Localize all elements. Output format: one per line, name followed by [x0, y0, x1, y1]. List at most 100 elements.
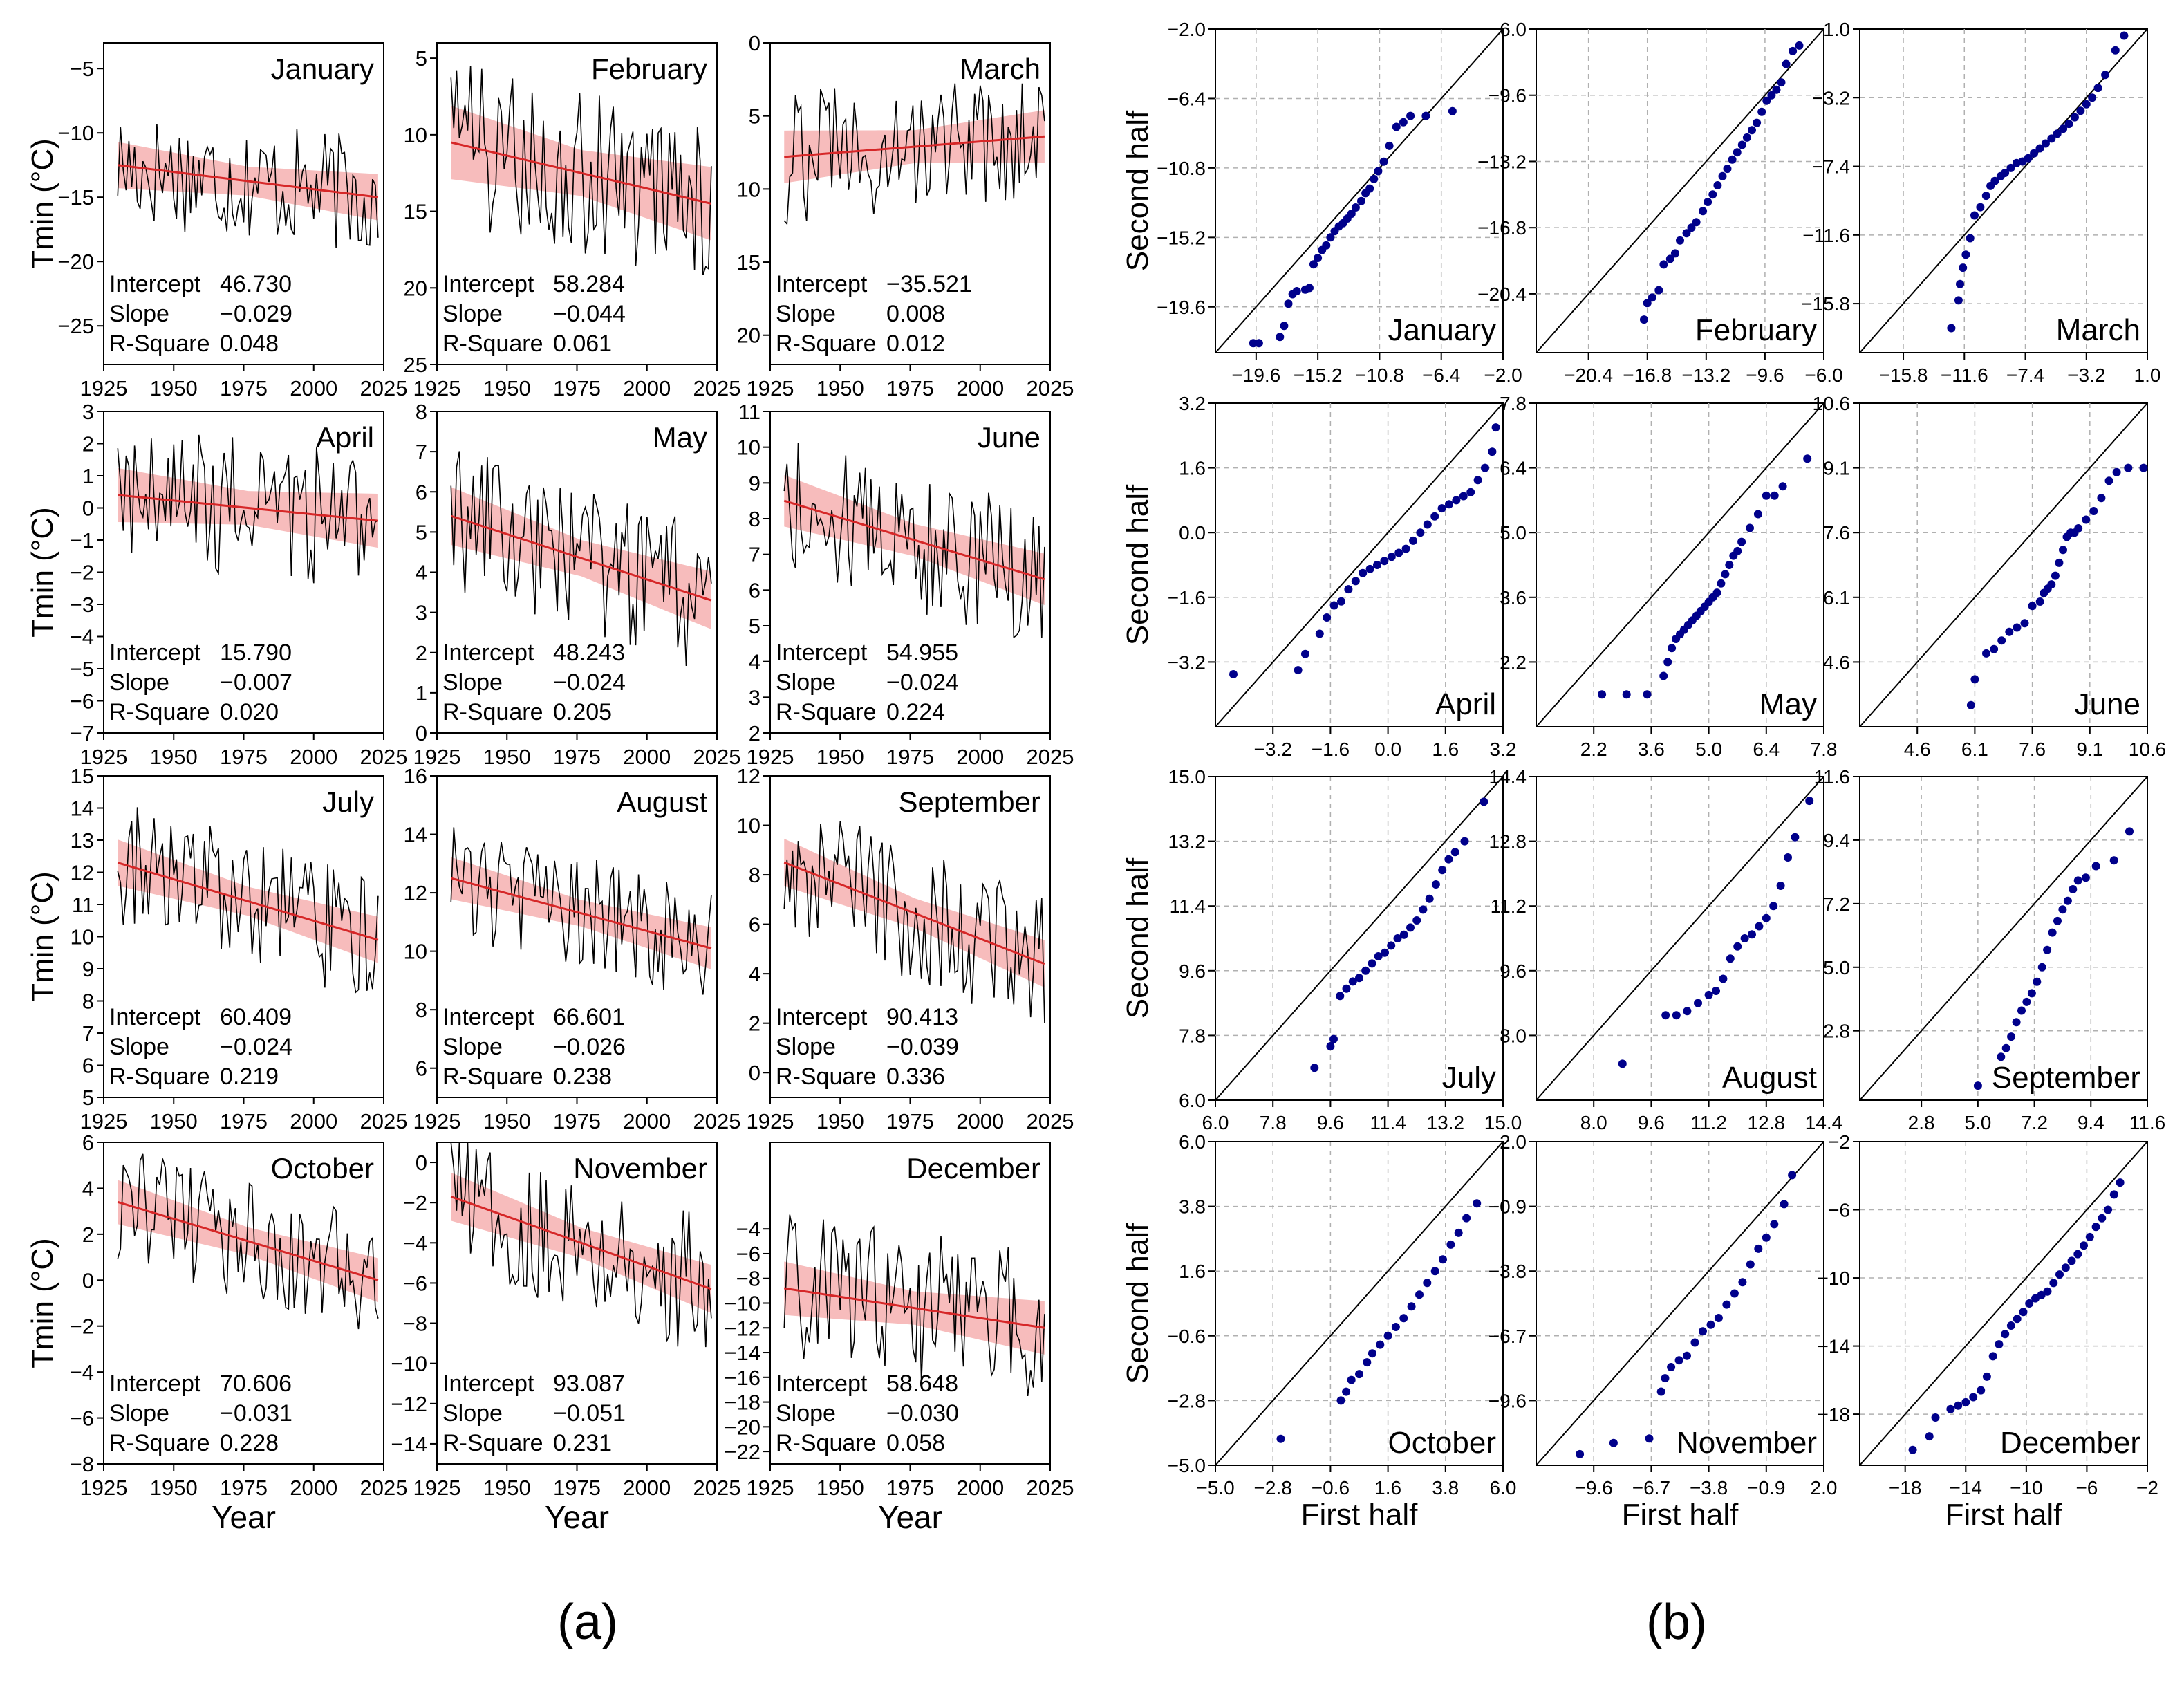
- y-axis-label: Second half: [1121, 857, 1155, 1019]
- qq-point: [1737, 537, 1746, 546]
- y-tick-label: 0: [416, 721, 427, 745]
- qq-point: [2059, 124, 2068, 133]
- y-tick-label: −11.6: [1802, 225, 1850, 246]
- y-tick-label: 2: [416, 641, 427, 665]
- y-tick-label: 7: [82, 1021, 94, 1046]
- x-tick-label: 7.8: [1811, 739, 1838, 760]
- qq-point: [1717, 579, 1726, 588]
- qq-point: [1977, 1386, 1986, 1395]
- x-tick-label: 1.6: [1432, 739, 1459, 760]
- stat-value: −0.024: [553, 669, 626, 696]
- y-tick-label: −0.6: [1168, 1326, 1206, 1347]
- qq-point: [2049, 1279, 2058, 1288]
- x-tick-label: 15.0: [1484, 1112, 1522, 1133]
- y-tick-label: 6.1: [1823, 587, 1850, 609]
- qq-point: [1699, 1327, 1707, 1336]
- x-tick-label: 1950: [150, 1109, 198, 1133]
- tmin-series-line: [783, 1214, 1045, 1396]
- x-tick-label: 1975: [553, 745, 601, 769]
- x-tick-label: −20.4: [1564, 364, 1613, 386]
- qq-point: [2006, 1321, 2015, 1330]
- x-tick-label: 2025: [1027, 1476, 1074, 1500]
- qq-point: [1444, 855, 1453, 864]
- qq-point: [2012, 1018, 2021, 1027]
- stat-label: R-Square: [776, 699, 877, 725]
- trend-line: [450, 514, 712, 602]
- qq-point: [1351, 577, 1360, 586]
- y-tick-label: 10: [404, 940, 427, 964]
- qq-point: [1723, 165, 1732, 174]
- qq-point: [1374, 952, 1383, 960]
- qq-point: [1423, 520, 1432, 529]
- y-tick-label: −6: [70, 689, 94, 714]
- qq-point: [1725, 561, 1734, 569]
- x-tick-label: 1.6: [1374, 1477, 1401, 1498]
- x-tick-label: 10.6: [2129, 739, 2167, 760]
- stat-value: 93.087: [553, 1371, 625, 1397]
- qq-point: [1387, 552, 1396, 561]
- y-tick-label: 10: [737, 177, 760, 201]
- qq-point: [1988, 1352, 1997, 1361]
- stat-value: 66.601: [553, 1004, 625, 1030]
- y-tick-label: 5: [82, 1086, 94, 1110]
- y-tick-label: 1: [416, 681, 427, 705]
- stat-value: 0.336: [886, 1064, 945, 1090]
- x-tick-label: −0.6: [1312, 1477, 1350, 1498]
- qq-point: [1976, 203, 1985, 212]
- x-tick-label: 1950: [816, 1476, 864, 1500]
- qq-point: [1294, 666, 1303, 675]
- x-tick-label: −3.2: [2067, 364, 2105, 386]
- ts-panel-july: 5 6 7 8 9 10 11 12 13 14 15 1925 1950 1975 2000 2025 Jul…: [71, 764, 408, 1133]
- y-tick-label: 12: [71, 861, 94, 885]
- y-tick-label: 4: [82, 1176, 94, 1200]
- trend-line: [784, 135, 1045, 158]
- qq-point: [2048, 928, 2057, 937]
- qq-point: [1795, 41, 1804, 50]
- month-title: August: [617, 786, 707, 818]
- y-tick-label: 1: [82, 464, 94, 488]
- y-tick-label: −14: [391, 1432, 427, 1456]
- y-tick-label: −0.9: [1488, 1196, 1527, 1218]
- qq-point: [2061, 1263, 2070, 1272]
- qq-point: [1789, 46, 1798, 55]
- qq-point: [1665, 254, 1674, 263]
- qq-point: [1777, 78, 1786, 87]
- y-tick-label: −2: [70, 1315, 94, 1339]
- y-tick-label: −14: [1818, 1336, 1851, 1357]
- trend-line: [117, 1200, 379, 1281]
- qq-point: [1762, 491, 1771, 500]
- y-tick-label: 3: [416, 601, 427, 625]
- y-tick-label: 9: [749, 471, 760, 495]
- stat-label: Intercept: [442, 640, 534, 666]
- qq-panel-june: 4.6 6.1 7.6 9.1 10.6 10.6 9.1 7.6 6.1 4.6 June: [1813, 393, 2167, 760]
- qq-point: [1431, 880, 1440, 889]
- qq-point: [2017, 1006, 2026, 1015]
- qq-point: [1310, 1064, 1319, 1072]
- y-tick-label: −10: [1818, 1268, 1851, 1289]
- qq-point: [1712, 588, 1721, 597]
- x-tick-label: −6.7: [1632, 1477, 1670, 1498]
- x-tick-label: −3.2: [1254, 739, 1292, 760]
- stat-label: Intercept: [776, 1371, 868, 1397]
- qq-point: [1387, 941, 1396, 950]
- x-axis-label: Year: [878, 1499, 942, 1535]
- x-tick-label: 6.4: [1753, 739, 1780, 760]
- y-tick-label: −3.2: [1168, 651, 1206, 673]
- y-tick-label: 4.6: [1823, 651, 1850, 673]
- ts-panel-march: 0 5 10 15 20 1925 1950 1975 2000 2025 March Interce…: [737, 31, 1074, 400]
- month-title: December: [906, 1152, 1040, 1185]
- y-tick-label: 7: [416, 440, 427, 464]
- x-tick-label: 1925: [413, 1109, 461, 1133]
- stat-label: Slope: [109, 1034, 169, 1060]
- stat-label: Slope: [776, 1034, 836, 1060]
- qq-point: [1670, 249, 1679, 258]
- x-tick-label: 2000: [956, 745, 1004, 769]
- y-tick-label: 2: [749, 721, 760, 745]
- stat-label: Intercept: [109, 1371, 201, 1397]
- qq-point: [1276, 1434, 1285, 1443]
- stat-value: 0.061: [553, 331, 612, 357]
- stat-value: 46.730: [220, 271, 292, 297]
- qq-point: [2088, 93, 2097, 102]
- x-tick-label: 2000: [623, 745, 671, 769]
- x-tick-label: 2025: [693, 376, 741, 400]
